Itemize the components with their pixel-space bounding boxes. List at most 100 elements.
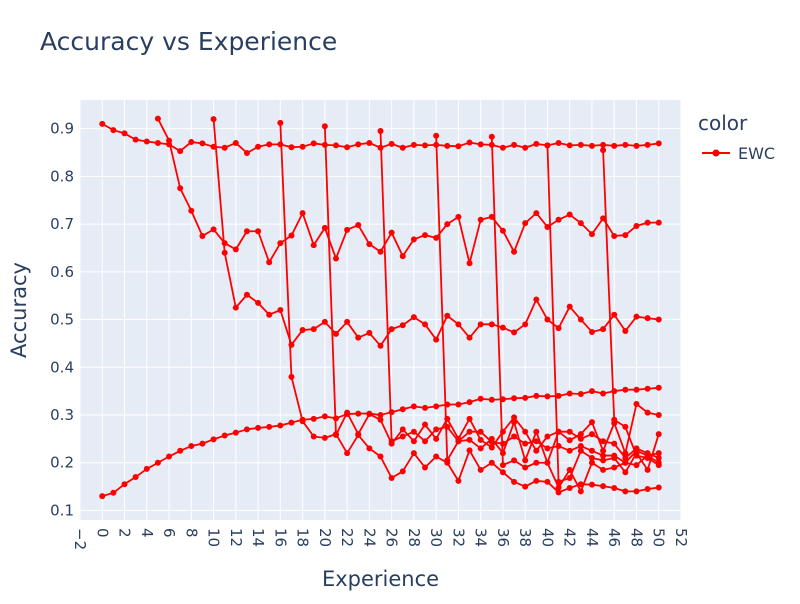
data-point[interactable]	[255, 143, 262, 150]
data-point[interactable]	[266, 259, 273, 266]
data-point[interactable]	[522, 394, 529, 401]
data-point[interactable]	[622, 459, 629, 466]
data-point[interactable]	[377, 128, 384, 135]
data-point[interactable]	[633, 488, 640, 495]
data-point[interactable]	[644, 454, 651, 461]
data-point[interactable]	[511, 419, 518, 426]
data-point[interactable]	[366, 329, 373, 336]
data-point[interactable]	[344, 226, 351, 233]
data-point[interactable]	[455, 213, 462, 220]
data-point[interactable]	[355, 334, 362, 341]
data-point[interactable]	[355, 431, 362, 438]
data-point[interactable]	[243, 228, 250, 235]
data-point[interactable]	[566, 485, 573, 492]
data-point[interactable]	[622, 469, 629, 476]
data-point[interactable]	[544, 393, 551, 400]
data-point[interactable]	[555, 478, 562, 485]
legend-item-ewc[interactable]: EWC	[738, 144, 775, 163]
data-point[interactable]	[544, 478, 551, 485]
data-point[interactable]	[477, 395, 484, 402]
data-point[interactable]	[533, 140, 540, 147]
data-point[interactable]	[344, 144, 351, 151]
data-point[interactable]	[355, 222, 362, 229]
data-point[interactable]	[332, 142, 339, 149]
data-point[interactable]	[177, 185, 184, 192]
data-point[interactable]	[466, 428, 473, 435]
data-point[interactable]	[288, 232, 295, 239]
data-point[interactable]	[321, 413, 328, 420]
data-point[interactable]	[310, 326, 317, 333]
data-point[interactable]	[544, 459, 551, 466]
data-point[interactable]	[622, 232, 629, 239]
data-point[interactable]	[622, 386, 629, 393]
data-point[interactable]	[422, 421, 429, 428]
data-point[interactable]	[154, 459, 161, 466]
data-point[interactable]	[154, 115, 161, 122]
data-point[interactable]	[310, 140, 317, 147]
data-point[interactable]	[544, 223, 551, 230]
data-point[interactable]	[332, 432, 339, 439]
data-point[interactable]	[321, 318, 328, 325]
data-point[interactable]	[577, 447, 584, 454]
data-point[interactable]	[132, 136, 139, 143]
data-point[interactable]	[388, 326, 395, 333]
data-point[interactable]	[633, 223, 640, 229]
data-point[interactable]	[277, 307, 284, 313]
data-point[interactable]	[366, 411, 373, 418]
data-point[interactable]	[255, 299, 262, 306]
data-point[interactable]	[344, 318, 351, 325]
data-point[interactable]	[522, 483, 529, 490]
data-point[interactable]	[266, 311, 273, 318]
data-point[interactable]	[588, 328, 595, 335]
data-point[interactable]	[577, 141, 584, 148]
data-point[interactable]	[455, 477, 462, 484]
data-point[interactable]	[655, 431, 662, 438]
data-point[interactable]	[332, 255, 339, 262]
data-point[interactable]	[399, 426, 406, 433]
data-point[interactable]	[600, 483, 607, 490]
data-point[interactable]	[644, 485, 651, 492]
data-point[interactable]	[488, 213, 495, 220]
data-point[interactable]	[555, 216, 562, 223]
data-point[interactable]	[566, 437, 573, 444]
data-point[interactable]	[588, 388, 595, 395]
data-point[interactable]	[199, 140, 206, 147]
data-point[interactable]	[588, 454, 595, 461]
data-point[interactable]	[588, 419, 595, 426]
data-point[interactable]	[511, 141, 518, 148]
data-point[interactable]	[588, 481, 595, 488]
data-point[interactable]	[121, 481, 128, 488]
data-point[interactable]	[600, 215, 607, 222]
data-point[interactable]	[600, 141, 607, 148]
data-point[interactable]	[255, 228, 262, 235]
data-point[interactable]	[600, 438, 607, 445]
data-point[interactable]	[366, 241, 373, 248]
data-point[interactable]	[433, 234, 440, 241]
data-point[interactable]	[310, 433, 317, 440]
data-point[interactable]	[166, 453, 173, 460]
data-point[interactable]	[410, 236, 417, 243]
data-point[interactable]	[655, 140, 662, 147]
data-point[interactable]	[232, 304, 239, 311]
data-point[interactable]	[555, 484, 562, 491]
data-point[interactable]	[466, 139, 473, 146]
data-point[interactable]	[177, 148, 184, 155]
data-point[interactable]	[377, 342, 384, 349]
data-point[interactable]	[154, 139, 161, 146]
data-point[interactable]	[522, 457, 529, 464]
data-point[interactable]	[644, 466, 651, 473]
data-point[interactable]	[332, 330, 339, 337]
data-point[interactable]	[577, 220, 584, 227]
data-point[interactable]	[377, 453, 384, 460]
data-point[interactable]	[444, 221, 451, 228]
data-point[interactable]	[555, 139, 562, 146]
data-point[interactable]	[310, 242, 317, 249]
data-point[interactable]	[533, 447, 540, 454]
data-point[interactable]	[444, 457, 451, 464]
data-point[interactable]	[611, 416, 618, 423]
data-point[interactable]	[388, 140, 395, 147]
data-point[interactable]	[210, 436, 217, 443]
data-point[interactable]	[611, 464, 618, 471]
data-point[interactable]	[622, 488, 629, 495]
data-point[interactable]	[511, 248, 518, 255]
